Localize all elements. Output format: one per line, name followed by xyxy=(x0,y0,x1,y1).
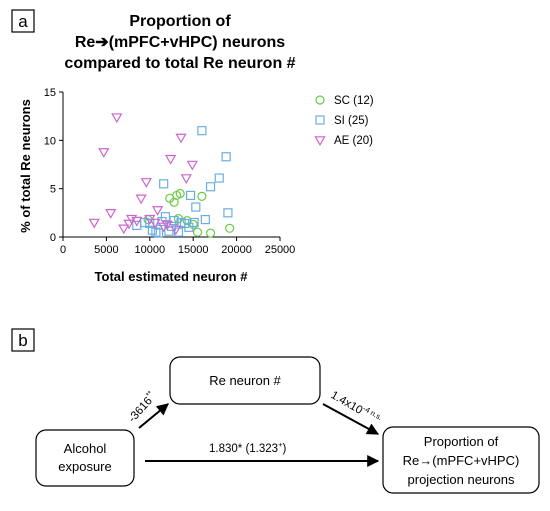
data-point-square xyxy=(169,215,179,226)
panel-a: a Proportion of Re➔(mPFC+vHPC) neurons c… xyxy=(11,9,374,284)
legend-marker-square xyxy=(315,115,325,125)
data-point-triangle-down xyxy=(151,206,164,216)
data-point-triangle-down xyxy=(161,220,173,231)
data-point-triangle-down xyxy=(186,160,198,171)
chart-title-line-3: compared to total Re neuron # xyxy=(64,55,295,72)
data-points xyxy=(88,113,235,238)
data-point-square xyxy=(151,227,161,237)
data-point-circle xyxy=(192,227,203,237)
legend-marker-circle xyxy=(315,95,325,105)
x-axis-label: Total estimated neuron # xyxy=(95,269,249,284)
panel-b-label-box xyxy=(11,328,35,352)
y-axis-ticks: 0 5 10 15 xyxy=(44,87,63,244)
data-point-square xyxy=(145,218,155,229)
chart-title-line-1: Proportion of xyxy=(129,13,231,30)
arrow-alcohol-to-re xyxy=(138,403,169,429)
data-point-circle xyxy=(175,188,185,199)
data-point-square xyxy=(197,126,207,136)
x-axis-ticks: 0 5000 10000 15000 20000 25000 xyxy=(60,237,295,256)
data-point-triangle-down xyxy=(149,218,161,229)
path-c-label: 1.830* (1.323+) xyxy=(209,440,286,455)
data-point-square xyxy=(200,215,210,225)
chart-title-line-2: Re➔(mPFC+vHPC) neurons xyxy=(75,34,285,51)
panel-b: b Re neuron # Alcohol exposure Proportio… xyxy=(11,328,540,494)
path-b-value: 1.4x10 xyxy=(329,389,365,417)
data-point-triangle-down xyxy=(170,225,182,236)
legend-marker-triangle-down xyxy=(314,136,326,147)
legend-item: SI (25) xyxy=(315,115,369,127)
x-tick-label: 0 xyxy=(60,244,66,256)
scatter-plot: 0 5000 10000 15000 20000 25000 0 5 10 15 Total e… xyxy=(18,87,295,284)
legend-item: AE (20) xyxy=(314,135,373,147)
data-point-triangle-down xyxy=(180,174,192,185)
path-c-value: 1.830* (1.323 xyxy=(209,443,278,455)
data-point-triangle-down xyxy=(118,224,130,235)
data-point-triangle-down xyxy=(164,154,177,165)
re-neuron-box-text: Re neuron # xyxy=(209,373,281,388)
legend: SC (12) SI (25) AE (20) xyxy=(314,95,374,147)
series-triangle-down xyxy=(88,113,198,236)
legend-label: SI (25) xyxy=(334,115,369,127)
data-point-square xyxy=(184,222,194,232)
panel-a-label-box xyxy=(11,9,35,33)
data-point-triangle-down xyxy=(135,194,147,205)
data-point-square xyxy=(185,190,196,201)
path-b-sup: -4 n.s. xyxy=(361,404,384,422)
x-tick-label: 5000 xyxy=(94,244,118,256)
data-point-square xyxy=(221,152,231,162)
data-point-triangle-down xyxy=(98,148,110,158)
y-tick-label: 15 xyxy=(44,87,56,99)
x-tick-label: 10000 xyxy=(135,244,166,256)
proportion-box-line-1: Proportion of xyxy=(424,434,499,449)
y-tick-label: 10 xyxy=(44,135,56,147)
data-point-circle xyxy=(225,223,235,233)
data-point-circle xyxy=(205,228,216,238)
data-point-square xyxy=(153,228,164,238)
proportion-box xyxy=(382,426,540,494)
legend-item: SC (12) xyxy=(315,95,374,107)
data-point-triangle-down xyxy=(88,218,100,229)
data-point-square xyxy=(159,179,169,189)
proportion-box-line-3: projection neurons xyxy=(408,472,515,487)
legend-label: AE (20) xyxy=(334,135,373,147)
path-a-sup: ** xyxy=(144,389,155,399)
data-point-triangle-down xyxy=(123,219,135,230)
data-point-square xyxy=(205,182,216,192)
y-tick-label: 0 xyxy=(50,232,56,244)
data-point-circle xyxy=(197,191,207,201)
data-point-triangle-down xyxy=(140,178,152,188)
proportion-box-line-2: Re→(mPFC+vHPC) xyxy=(403,453,520,468)
path-c-close: ) xyxy=(282,443,286,455)
path-c-sup: + xyxy=(278,440,283,449)
path-a-label: -3616** xyxy=(124,389,159,425)
alcohol-box-line-2: exposure xyxy=(58,459,111,474)
data-point-triangle-down xyxy=(111,113,123,124)
panel-b-label: b xyxy=(18,331,27,350)
arrow-re-to-proportion xyxy=(322,403,380,435)
x-tick-label: 20000 xyxy=(221,244,252,256)
series-circle xyxy=(143,188,235,238)
data-point-square xyxy=(223,208,233,218)
path-a-value: -3616 xyxy=(126,395,155,425)
data-point-square xyxy=(214,173,224,183)
alcohol-box-line-1: Alcohol xyxy=(64,441,107,456)
y-tick-label: 5 xyxy=(50,184,56,196)
re-neuron-box xyxy=(169,356,321,405)
x-tick-label: 25000 xyxy=(265,244,296,256)
data-point-square xyxy=(189,217,199,228)
panel-a-label: a xyxy=(18,12,28,31)
y-axis-label: % of total Re neurons xyxy=(18,99,33,233)
data-point-triangle-down xyxy=(175,133,187,144)
data-point-triangle-down xyxy=(131,216,143,227)
x-tick-label: 15000 xyxy=(178,244,209,256)
alcohol-exposure-box xyxy=(35,429,135,487)
data-point-square xyxy=(191,202,201,212)
data-point-triangle-down xyxy=(105,209,117,219)
legend-label: SC (12) xyxy=(334,95,374,107)
